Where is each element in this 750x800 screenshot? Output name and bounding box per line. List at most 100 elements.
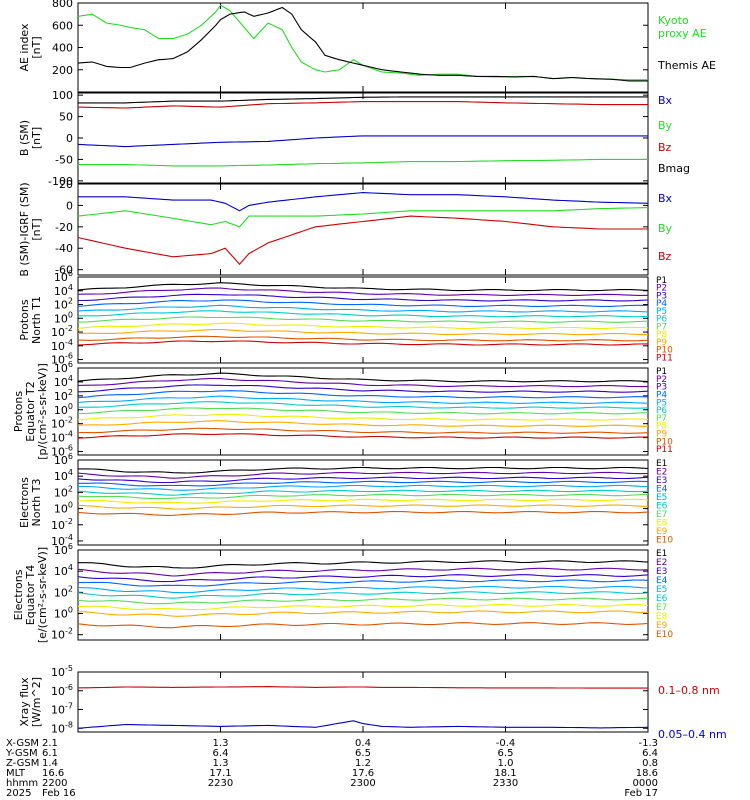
series-line xyxy=(77,579,649,587)
y-tick-label: 102 xyxy=(54,388,73,403)
axis-label: B (SM)-IGRF (SM) xyxy=(18,182,31,276)
axis-label: AE index xyxy=(18,23,31,72)
legend-entry: P3 xyxy=(656,383,667,393)
x-axis-row-label: 2025 xyxy=(6,788,31,799)
legend-entry: P9 xyxy=(656,338,667,348)
legend-entry: E8 xyxy=(656,518,668,528)
axis-label: Electrons xyxy=(18,477,31,528)
series-line xyxy=(77,101,648,109)
x-axis-value: 1.0 xyxy=(498,758,514,769)
x-axis-row-label: Y-GSM xyxy=(5,748,38,759)
series-line xyxy=(77,476,649,484)
y-tick-label: 106 xyxy=(54,269,73,284)
series-line xyxy=(77,299,649,307)
x-axis-value: 6.5 xyxy=(355,748,371,759)
legend-entry: E6 xyxy=(656,501,668,511)
y-tick-label: 200 xyxy=(52,64,73,77)
legend-entry: E1 xyxy=(656,549,667,559)
y-tick-label: 10-2 xyxy=(51,627,73,642)
series-line xyxy=(77,135,648,148)
legend-entry: Bz xyxy=(658,141,672,154)
x-axis-value: 6.1 xyxy=(42,748,58,759)
x-axis-value: 1.3 xyxy=(213,738,229,749)
legend-entry: proxy AE xyxy=(658,27,707,40)
series-line xyxy=(77,489,649,496)
series-line xyxy=(77,6,648,82)
axis-label: [nT] xyxy=(30,127,43,149)
series-line xyxy=(77,328,649,336)
series-line xyxy=(78,158,648,167)
series-line xyxy=(78,560,649,569)
axis-label: [W/m^2] xyxy=(30,677,43,727)
y-tick-label: 10-2 xyxy=(51,324,73,339)
x-axis-value: 2230 xyxy=(208,778,233,789)
legend-entry: P2 xyxy=(656,375,667,385)
series-line xyxy=(78,585,649,594)
y-tick-label: 800 xyxy=(52,0,73,10)
series-line xyxy=(77,377,649,388)
x-axis-value: 16.6 xyxy=(42,768,64,779)
axis-label: Equator T2 xyxy=(24,381,37,441)
x-axis-value: 1.3 xyxy=(213,758,229,769)
series-line xyxy=(77,390,649,399)
series-line xyxy=(77,610,649,617)
series-line xyxy=(78,192,649,212)
panel-frame xyxy=(77,549,649,641)
series-line xyxy=(77,304,649,313)
series-line xyxy=(77,720,649,729)
series-line xyxy=(78,96,648,104)
y-tick-label: 104 xyxy=(54,283,73,298)
series-line xyxy=(78,466,649,474)
legend-entry: P2 xyxy=(656,284,667,294)
series-line xyxy=(77,427,649,434)
series-line xyxy=(77,372,649,383)
y-tick-label: 104 xyxy=(54,563,73,578)
x-axis-value: 17.6 xyxy=(352,768,374,779)
legend-entry: E9 xyxy=(656,621,668,631)
y-tick-label: -50 xyxy=(55,153,73,166)
series-line xyxy=(77,335,649,342)
y-tick-label: 400 xyxy=(52,42,73,55)
y-tick-label: 10-2 xyxy=(51,416,73,431)
x-axis-value: 6.4 xyxy=(213,748,229,759)
y-tick-label: 10-8 xyxy=(51,720,73,735)
x-axis-value: 2200 xyxy=(42,778,67,789)
legend-entry: E4 xyxy=(656,484,668,494)
legend-entry: E4 xyxy=(656,576,668,586)
series-line xyxy=(77,622,649,629)
panel-frame xyxy=(77,183,649,276)
legend-entry: P10 xyxy=(656,437,673,447)
series-line xyxy=(77,413,649,421)
legend-entry: P3 xyxy=(656,291,667,301)
legend-entry: P1 xyxy=(656,367,667,377)
legend-entry: P7 xyxy=(656,414,667,424)
axis-label: [nT] xyxy=(30,218,43,240)
axis-label: North T3 xyxy=(30,479,43,527)
y-tick-label: 10-5 xyxy=(51,664,73,679)
x-axis-value: 2.1 xyxy=(42,738,58,749)
x-axis-value: 18.1 xyxy=(494,768,516,779)
legend-entry: Bx xyxy=(658,192,673,205)
y-tick-label: 0 xyxy=(66,132,73,145)
series-line xyxy=(78,310,649,318)
series-line xyxy=(77,686,648,689)
x-axis-value: 2330 xyxy=(493,778,518,789)
legend-entry: P6 xyxy=(656,406,667,416)
x-axis-row-label: X-GSM xyxy=(6,738,39,749)
legend-entry: By xyxy=(658,222,673,235)
series-line xyxy=(77,384,649,393)
legend-entry: P4 xyxy=(656,390,667,400)
axis-label: Protons xyxy=(18,299,31,340)
y-tick-label: 10-7 xyxy=(51,702,73,717)
y-tick-label: 106 xyxy=(54,452,73,467)
legend-entry: E9 xyxy=(656,527,668,537)
legend-entry: By xyxy=(658,119,673,132)
axis-label: Xray flux xyxy=(18,677,31,727)
y-tick-label: 102 xyxy=(54,484,73,499)
legend-entry: E3 xyxy=(656,476,667,486)
x-axis-row-label: Z-GSM xyxy=(6,758,39,769)
series-line xyxy=(77,567,649,577)
series-line xyxy=(77,574,649,583)
legend-entry: E10 xyxy=(656,535,673,545)
series-line xyxy=(78,504,648,510)
